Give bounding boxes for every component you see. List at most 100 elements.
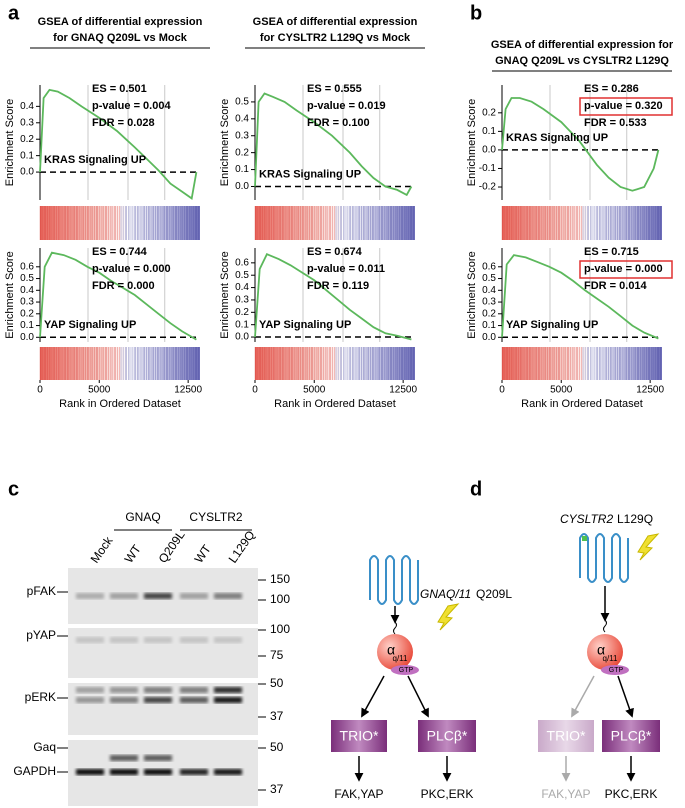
- gene-set: YAP Signaling UP: [259, 319, 351, 331]
- annotation: ES = 0.286: [584, 83, 639, 95]
- band: [214, 637, 242, 643]
- band: [214, 769, 242, 775]
- band: [110, 769, 138, 775]
- annotation: p-value = 0.011: [307, 263, 385, 275]
- gene-set: YAP Signaling UP: [44, 319, 136, 331]
- y-axis-label: Enrichment Score: [4, 99, 16, 186]
- y-tick-label: 0.5: [482, 273, 496, 284]
- annotation: p-value = 0.000: [92, 263, 171, 275]
- node-box: [418, 720, 476, 752]
- x-tick-label: 0: [37, 385, 43, 396]
- lane-label: Q209L: [156, 528, 188, 566]
- y-tick-label: 0.3: [235, 130, 249, 141]
- output: FAK,YAP: [334, 787, 383, 801]
- linker: [603, 619, 607, 633]
- y-tick-label: 0.3: [235, 295, 249, 306]
- band: [110, 755, 138, 761]
- band: [110, 687, 138, 693]
- band: [180, 687, 208, 693]
- annotation: p-value = 0.019: [307, 100, 386, 112]
- band: [144, 697, 172, 703]
- y-tick-label: 0.0: [235, 181, 249, 192]
- alpha: α: [597, 642, 605, 658]
- y-axis-label: Enrichment Score: [466, 251, 478, 338]
- y-tick-label: 0.1: [482, 126, 496, 137]
- subunit: q/11: [603, 654, 619, 663]
- y-axis-label: Enrichment Score: [466, 99, 478, 186]
- mutation-gene: GNAQ/11: [420, 587, 471, 601]
- y-tick-label: 0.4: [20, 285, 34, 296]
- pathway-diagram: α q/11 GTP GNAQ/11 Q209L TRIO* PLCβ* FAK…: [331, 512, 660, 801]
- node-label: PLCβ*: [427, 728, 468, 744]
- y-tick-label: 0.2: [235, 307, 249, 318]
- y-tick-label: 0.5: [235, 270, 249, 281]
- running-score: [39, 251, 197, 341]
- row-label: pERK: [25, 690, 56, 704]
- output: PKC,ERK: [421, 787, 474, 801]
- mutation: L129Q: [617, 512, 653, 526]
- row-label: pYAP: [26, 628, 56, 642]
- y-tick-label: 0.0: [482, 332, 496, 343]
- marker-label: 75: [270, 648, 284, 662]
- x-tick-label: 0: [252, 385, 258, 396]
- band: [76, 769, 104, 775]
- x-tick-label: 0: [499, 385, 505, 396]
- annotation: p-value = 0.320: [584, 100, 663, 112]
- node-box: [602, 720, 660, 752]
- annotation: ES = 0.674: [307, 246, 363, 258]
- marker-label: 50: [270, 676, 284, 690]
- y-tick-label: 0.6: [20, 261, 34, 272]
- chart-title: GSEA of differential expression: [253, 16, 418, 28]
- band: [144, 687, 172, 693]
- x-tick-label: 5000: [303, 385, 326, 396]
- y-tick-label: 0.1: [235, 319, 249, 330]
- blot-panel: [68, 628, 258, 678]
- x-axis-label: Rank in Ordered Dataset: [274, 398, 396, 410]
- y-tick-label: 0.2: [20, 308, 34, 319]
- output: PKC,ERK: [605, 787, 658, 801]
- band: [180, 697, 208, 703]
- y-tick-label: 0.1: [20, 150, 34, 161]
- y-axis-label: Enrichment Score: [4, 251, 16, 338]
- chart-title: for CYSLTR2 L129Q vs Mock: [260, 32, 411, 44]
- annotation: p-value = 0.004: [92, 100, 171, 112]
- mutation: Q209L: [476, 587, 512, 601]
- band: [76, 637, 104, 643]
- band: [76, 593, 104, 599]
- y-tick-label: -0.2: [479, 182, 497, 193]
- receptor: [579, 533, 629, 583]
- annotation: ES = 0.501: [92, 83, 147, 95]
- y-tick-label: 0.2: [482, 308, 496, 319]
- band: [180, 637, 208, 643]
- y-tick-label: 0.1: [482, 320, 496, 331]
- y-tick-label: 0.0: [20, 332, 34, 343]
- marker-label: 50: [270, 740, 284, 754]
- annotation: ES = 0.744: [92, 246, 148, 258]
- row-label: GAPDH: [13, 764, 56, 778]
- annotation: FDR = 0.119: [307, 280, 369, 292]
- x-axis-label: Rank in Ordered Dataset: [521, 398, 643, 410]
- lane-label: WT: [122, 542, 145, 566]
- annotation: FDR = 0.028: [92, 117, 155, 129]
- panel-label: a: [8, 2, 20, 24]
- gtp: [601, 665, 629, 675]
- band: [214, 593, 242, 599]
- running-score: [501, 254, 659, 340]
- y-tick-label: 0.4: [482, 285, 496, 296]
- lane-label: L129Q: [226, 528, 258, 566]
- band: [110, 637, 138, 643]
- y-tick-label: 0.3: [482, 297, 496, 308]
- gene-set: KRAS Signaling UP: [259, 168, 361, 180]
- y-tick-label: 0.4: [20, 101, 34, 112]
- band: [214, 697, 242, 703]
- x-tick-label: 12500: [174, 385, 202, 396]
- band: [110, 593, 138, 599]
- output: FAK,YAP: [541, 787, 590, 801]
- arrow: [617, 675, 634, 718]
- highlight-box: [579, 97, 673, 116]
- panel-label: d: [470, 478, 482, 500]
- y-tick-label: 0.0: [235, 332, 249, 343]
- row-label: pFAK: [27, 584, 56, 598]
- lane-label: WT: [192, 542, 215, 566]
